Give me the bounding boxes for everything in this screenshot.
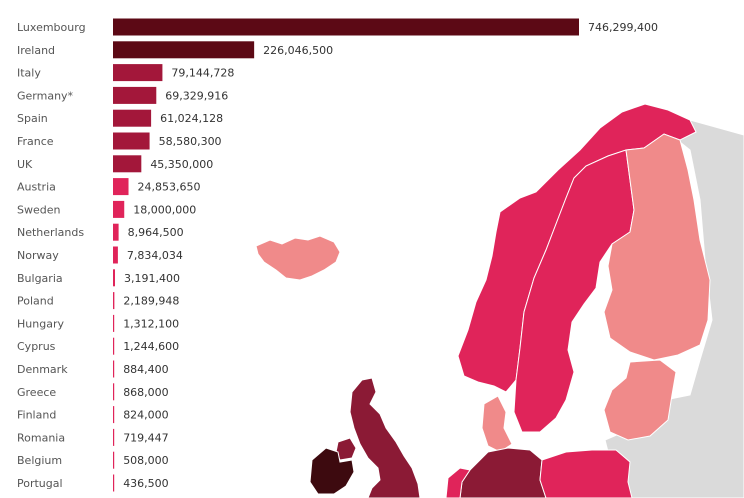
category-label: Denmark <box>17 363 68 376</box>
value-label: 884,400 <box>123 363 169 376</box>
map-baltics <box>603 359 677 441</box>
map-denmark <box>481 395 513 453</box>
value-label: 226,046,500 <box>263 44 333 57</box>
category-label: Poland <box>17 295 54 308</box>
value-label: 824,000 <box>123 409 169 422</box>
category-label: Romania <box>17 431 65 444</box>
category-label: Hungary <box>17 317 64 330</box>
bar <box>113 451 115 469</box>
value-label: 18,000,000 <box>133 203 196 216</box>
bar <box>113 178 129 196</box>
map-poland <box>539 449 633 498</box>
bar <box>113 314 115 332</box>
category-label: Greece <box>17 386 56 399</box>
value-label: 719,447 <box>123 431 169 444</box>
category-label: Germany* <box>17 89 74 102</box>
value-label: 8,964,500 <box>128 226 184 239</box>
category-label: France <box>17 135 54 148</box>
map-ireland <box>309 447 355 495</box>
bar <box>113 200 125 218</box>
category-label: Austria <box>17 181 56 194</box>
category-label: Luxembourg <box>17 21 86 34</box>
category-label: UK <box>17 158 33 171</box>
value-label: 868,000 <box>123 386 169 399</box>
bar <box>113 41 255 59</box>
bar <box>113 360 115 378</box>
map-finland <box>603 133 711 361</box>
category-label: Netherlands <box>17 226 84 239</box>
bar <box>113 155 142 173</box>
category-label: Cyprus <box>17 340 56 353</box>
value-label: 58,580,300 <box>159 135 222 148</box>
value-label: 2,189,948 <box>123 295 179 308</box>
category-label: Belgium <box>17 454 62 467</box>
bar <box>113 18 579 36</box>
map-uk <box>349 377 421 498</box>
category-label: Norway <box>17 249 59 262</box>
value-label: 746,299,400 <box>588 21 658 34</box>
category-label: Ireland <box>17 44 55 57</box>
value-label: 45,350,000 <box>150 158 213 171</box>
value-label: 508,000 <box>123 454 169 467</box>
bar <box>113 474 115 492</box>
bar <box>113 337 115 355</box>
bar <box>113 269 115 287</box>
category-label: Sweden <box>17 203 60 216</box>
value-label: 61,024,128 <box>160 112 223 125</box>
value-label: 1,312,100 <box>123 317 179 330</box>
value-label: 3,191,400 <box>124 272 180 285</box>
bar <box>113 383 115 401</box>
value-label: 436,500 <box>123 477 169 490</box>
bar <box>113 292 115 310</box>
category-label: Bulgaria <box>17 272 63 285</box>
category-label: Spain <box>17 112 48 125</box>
bar <box>113 223 119 241</box>
category-label: Portugal <box>17 477 63 490</box>
map-iceland <box>255 235 341 281</box>
category-label: Finland <box>17 409 56 422</box>
bar <box>113 86 157 104</box>
category-label: Italy <box>17 67 41 80</box>
value-label: 1,244,600 <box>123 340 179 353</box>
bar <box>113 109 152 127</box>
value-label: 79,144,728 <box>171 67 234 80</box>
bar <box>113 246 118 264</box>
value-label: 7,834,034 <box>127 249 183 262</box>
value-label: 24,853,650 <box>138 181 201 194</box>
bar <box>113 64 163 82</box>
map-netherlands <box>445 467 471 498</box>
bar <box>113 406 115 424</box>
bar <box>113 428 115 446</box>
value-label: 69,329,916 <box>165 89 228 102</box>
bar <box>113 132 150 150</box>
